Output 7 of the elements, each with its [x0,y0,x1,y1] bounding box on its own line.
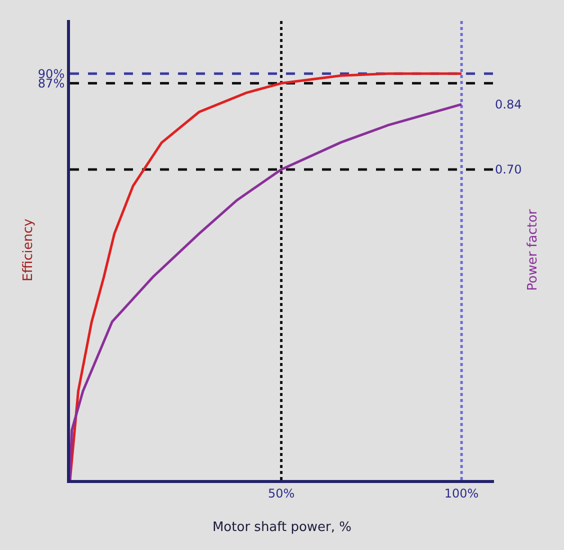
x-tick-label: 100% [444,486,479,500]
y2-tick-label: 0.70 [495,162,522,177]
y-axis-title: Efficiency [21,218,36,282]
y2-axis-title: Power factor [526,208,540,291]
y2-tick-label: 0.84 [495,97,522,112]
x-tick-label: 50% [268,486,295,500]
x-axis-title: Motor shaft power, % [212,520,352,535]
